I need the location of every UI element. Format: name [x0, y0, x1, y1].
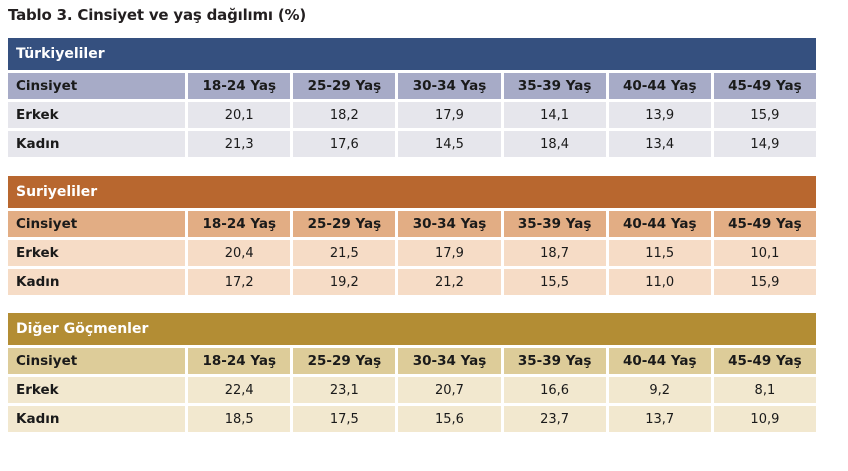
column-header: 18-24 Yaş: [188, 348, 291, 374]
table-cell: 17,5: [293, 406, 396, 432]
column-header: Cinsiyet: [8, 348, 186, 374]
table-cell: 23,1: [293, 377, 396, 403]
column-header: 30-34 Yaş: [398, 348, 501, 374]
row-label: Erkek: [8, 240, 186, 266]
column-header: Cinsiyet: [8, 73, 186, 99]
column-header-row: Cinsiyet 18-24 Yaş 25-29 Yaş 30-34 Yaş 3…: [8, 348, 816, 374]
table-cell: 9,2: [608, 377, 711, 403]
section-header: Türkiyeliler: [8, 38, 816, 70]
section-suriyeliler: Suriyeliler Cinsiyet 18-24 Yaş 25-29 Yaş…: [8, 176, 816, 298]
table-cell: 15,9: [713, 102, 816, 128]
table-row: Kadın 18,5 17,5 15,6 23,7 13,7 10,9: [8, 406, 816, 432]
table-cell: 16,6: [503, 377, 606, 403]
table-cell: 8,1: [713, 377, 816, 403]
column-header: 25-29 Yaş: [293, 348, 396, 374]
section-header: Diğer Göçmenler: [8, 313, 816, 345]
row-label: Kadın: [8, 406, 186, 432]
table-cell: 11,5: [608, 240, 711, 266]
table-cell: 13,7: [608, 406, 711, 432]
row-label: Kadın: [8, 131, 186, 157]
column-header: 40-44 Yaş: [608, 73, 711, 99]
table-cell: 17,9: [398, 240, 501, 266]
row-label: Kadın: [8, 269, 186, 295]
column-header: 35-39 Yaş: [503, 348, 606, 374]
column-header: 45-49 Yaş: [713, 73, 816, 99]
column-header: Cinsiyet: [8, 211, 186, 237]
row-label: Erkek: [8, 102, 186, 128]
table-cell: 21,3: [188, 131, 291, 157]
table-cell: 18,4: [503, 131, 606, 157]
column-header: 25-29 Yaş: [293, 211, 396, 237]
table-cell: 14,1: [503, 102, 606, 128]
table-title: Tablo 3. Cinsiyet ve yaş dağılımı (%): [8, 6, 307, 24]
row-label: Erkek: [8, 377, 186, 403]
table-cell: 18,5: [188, 406, 291, 432]
table-cell: 15,9: [713, 269, 816, 295]
table-row: Kadın 17,2 19,2 21,2 15,5 11,0 15,9: [8, 269, 816, 295]
table-cell: 17,9: [398, 102, 501, 128]
table-cell: 21,5: [293, 240, 396, 266]
column-header: 30-34 Yaş: [398, 211, 501, 237]
section-diger-gocmenler: Diğer Göçmenler Cinsiyet 18-24 Yaş 25-29…: [8, 313, 816, 435]
table-cell: 15,5: [503, 269, 606, 295]
table-cell: 14,9: [713, 131, 816, 157]
column-header: 40-44 Yaş: [608, 211, 711, 237]
column-header: 18-24 Yaş: [188, 211, 291, 237]
table-cell: 20,7: [398, 377, 501, 403]
column-header: 40-44 Yaş: [608, 348, 711, 374]
table-cell: 13,9: [608, 102, 711, 128]
table-row: Kadın 21,3 17,6 14,5 18,4 13,4 14,9: [8, 131, 816, 157]
table-row: Erkek 20,1 18,2 17,9 14,1 13,9 15,9: [8, 102, 816, 128]
section-turkiyeliler: Türkiyeliler Cinsiyet 18-24 Yaş 25-29 Ya…: [8, 38, 816, 160]
table-cell: 18,7: [503, 240, 606, 266]
table-cell: 17,6: [293, 131, 396, 157]
column-header: 45-49 Yaş: [713, 211, 816, 237]
table-cell: 20,1: [188, 102, 291, 128]
table-cell: 20,4: [188, 240, 291, 266]
table-row: Erkek 22,4 23,1 20,7 16,6 9,2 8,1: [8, 377, 816, 403]
table-cell: 10,9: [713, 406, 816, 432]
column-header: 35-39 Yaş: [503, 73, 606, 99]
column-header: 35-39 Yaş: [503, 211, 606, 237]
table-cell: 23,7: [503, 406, 606, 432]
table-cell: 22,4: [188, 377, 291, 403]
column-header-row: Cinsiyet 18-24 Yaş 25-29 Yaş 30-34 Yaş 3…: [8, 73, 816, 99]
table-cell: 14,5: [398, 131, 501, 157]
table-cell: 21,2: [398, 269, 501, 295]
table-cell: 11,0: [608, 269, 711, 295]
table-cell: 18,2: [293, 102, 396, 128]
table-cell: 17,2: [188, 269, 291, 295]
data-table: Cinsiyet 18-24 Yaş 25-29 Yaş 30-34 Yaş 3…: [5, 345, 819, 435]
table-cell: 10,1: [713, 240, 816, 266]
column-header: 30-34 Yaş: [398, 73, 501, 99]
column-header: 18-24 Yaş: [188, 73, 291, 99]
data-table: Cinsiyet 18-24 Yaş 25-29 Yaş 30-34 Yaş 3…: [5, 70, 819, 160]
data-table: Cinsiyet 18-24 Yaş 25-29 Yaş 30-34 Yaş 3…: [5, 208, 819, 298]
column-header: 25-29 Yaş: [293, 73, 396, 99]
column-header-row: Cinsiyet 18-24 Yaş 25-29 Yaş 30-34 Yaş 3…: [8, 211, 816, 237]
table-cell: 19,2: [293, 269, 396, 295]
column-header: 45-49 Yaş: [713, 348, 816, 374]
section-header: Suriyeliler: [8, 176, 816, 208]
table-cell: 13,4: [608, 131, 711, 157]
table-row: Erkek 20,4 21,5 17,9 18,7 11,5 10,1: [8, 240, 816, 266]
table-cell: 15,6: [398, 406, 501, 432]
